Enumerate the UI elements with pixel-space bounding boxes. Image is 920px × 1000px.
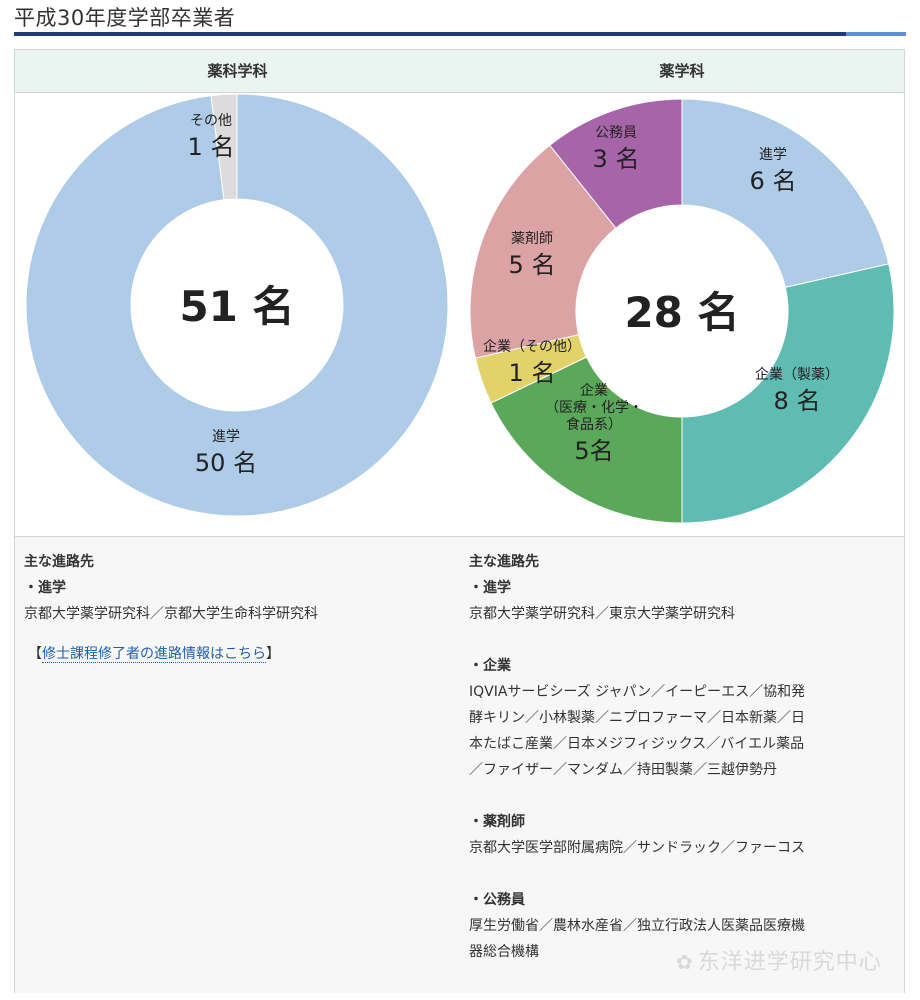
donut-chart: 51 名進学 50 名 その他 1 名: [25, 93, 449, 517]
section-gap: [469, 861, 895, 887]
info-heading: 主な進路先: [24, 554, 94, 570]
slice-value-label: 6 名: [750, 167, 797, 195]
donut-hole: [131, 199, 343, 411]
section-text: 器総合機構: [469, 944, 539, 960]
total-label: 28 名: [624, 288, 739, 337]
chart-cell: 28 名 進学 6 名企業（製薬） 8 名 企業 （医療・化学・ 食品系） 5名 企業（その他）…: [460, 93, 904, 537]
slice-value-label: 5名: [574, 437, 613, 465]
column-pharmacy: 薬学科 28 名 進学 6 名企業（製薬） 8 名 企業 （医療・化学・ 食品系） 5名 企業（…: [460, 50, 904, 993]
career-info: 主な進路先 ・進学京都大学薬学研究科／東京大学薬学研究科 ・企業 IQVIAサービシ…: [460, 537, 904, 993]
section-title: ・進学: [469, 580, 511, 596]
slice-category-label: その他: [190, 113, 232, 129]
section-title: ・薬剤師: [469, 814, 525, 830]
results-table: 薬科学科 51 名進学 50 名その他 1 名 主な進路先 ・進学 京都大学薬学研究…: [14, 49, 905, 993]
slice-category-label: 薬剤師: [511, 231, 553, 247]
section-text: 厚生労働省／農林水産省／独立行政法人医薬品医療機: [469, 918, 805, 934]
donut-chart: 28 名 進学 6 名企業（製薬） 8 名 企業（医療・化学・食品系） 5名 企業（その他）…: [469, 98, 895, 524]
master-link-line: 【修士課程修了者の進路情報はこちら】: [24, 641, 451, 667]
slice-value-label: 8 名: [774, 387, 821, 415]
slice-value-label: 1 名: [509, 359, 556, 387]
section-title: ・公務員: [469, 892, 525, 908]
heading-rule: [14, 32, 906, 36]
page-title: 平成30年度学部卒業者: [14, 6, 236, 30]
slice-category-label: 企業（その他）: [483, 338, 581, 355]
chart-cell: 51 名進学 50 名 その他 1 名: [15, 93, 460, 537]
slice-category-label: 企業（製薬）: [755, 366, 839, 383]
slice-category-label: 公務員: [595, 125, 637, 141]
info-heading: 主な進路先: [469, 554, 539, 570]
section-text: 京都大学医学部附属病院／サンドラック／ファーコス: [469, 840, 805, 856]
slice-category-label: （医療・化学・: [545, 399, 643, 416]
section-text: 酵キリン／小林製薬／ニプロファーマ／日本新薬／日: [469, 710, 805, 726]
total-label: 51 名: [179, 282, 294, 331]
slice-category-label: 企業: [580, 382, 608, 399]
column-pharmaceutical-sciences: 薬科学科 51 名進学 50 名 その他 1 名 主な進路先 ・進学 京都大学薬学研究…: [15, 50, 461, 993]
section-text: 本たばこ産業／日本メジフィジックス／バイエル薬品: [469, 736, 805, 752]
column-header: 薬科学科: [15, 50, 460, 93]
donut-hole: [576, 205, 788, 417]
section-gap: [469, 627, 895, 653]
section-title: ・企業: [469, 658, 511, 674]
slice-value-label: 3 名: [593, 145, 640, 173]
section-text: ／ファイザー／マンダム／持田製薬／三越伊勢丹: [469, 762, 777, 778]
master-course-info-link[interactable]: 修士課程修了者の進路情報はこちら: [42, 646, 266, 663]
slice-category-label: 食品系）: [566, 416, 622, 433]
slice-value-label: 50 名: [195, 449, 257, 477]
column-header: 薬学科: [460, 50, 904, 93]
section-gap: [469, 783, 895, 809]
slice-category-label: 進学: [212, 429, 240, 445]
section-text: IQVIAサービシーズ ジャパン／イーピーエス／協和発: [469, 684, 806, 700]
heading-rule-accent: [846, 32, 906, 36]
watermark: ✿ 东洋进学研究中心: [676, 944, 882, 976]
career-info: 主な進路先 ・進学 京都大学薬学研究科／京都大学生命科学研究科 【修士課程修了者…: [15, 537, 460, 993]
section-text: 京都大学薬学研究科／京都大学生命科学研究科: [24, 606, 318, 622]
bracket-open: 【: [28, 646, 42, 662]
slice-value-label: 5 名: [509, 251, 556, 279]
slice-category-label: 進学: [759, 147, 787, 163]
watermark-text: 东洋进学研究中心: [697, 950, 882, 975]
bracket-close: 】: [266, 646, 280, 662]
slice-value-label: 1 名: [188, 133, 235, 161]
wechat-icon: ✿: [676, 950, 694, 974]
section-title: ・進学: [24, 580, 66, 596]
section-text: 京都大学薬学研究科／東京大学薬学研究科: [469, 606, 735, 622]
